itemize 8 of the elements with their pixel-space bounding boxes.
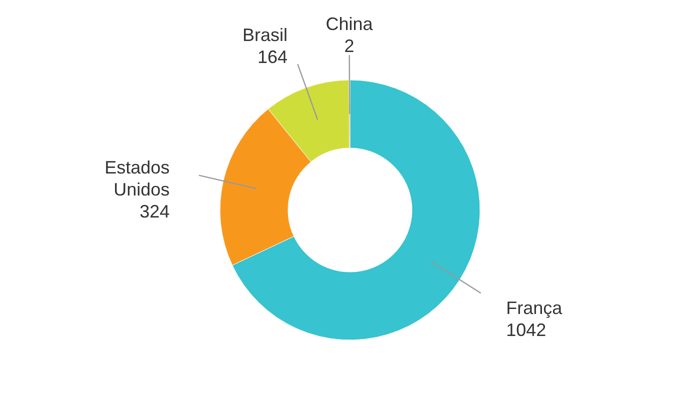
data-label: 1042 [506,320,546,340]
data-label: 164 [257,46,288,67]
slice-label: China [326,14,374,34]
slice-label: Brasil [242,24,288,45]
data-label: 2 [344,36,354,56]
slice-label: Estados Unidos [104,158,170,200]
data-label: 324 [140,202,170,222]
slice-label: França [506,298,564,318]
